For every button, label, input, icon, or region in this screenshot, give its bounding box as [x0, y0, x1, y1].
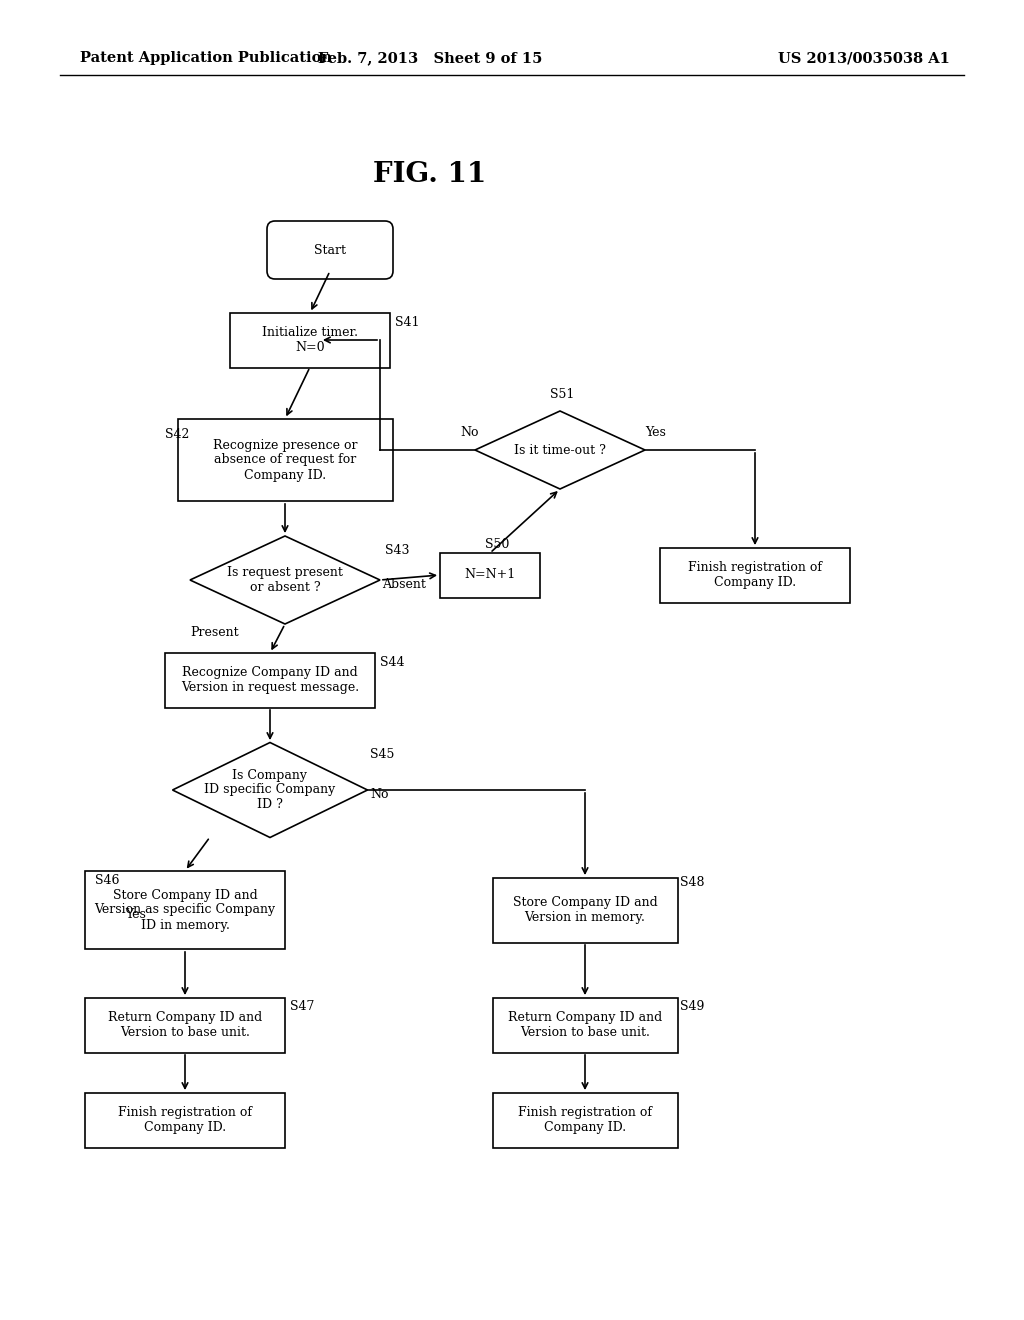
Text: S43: S43: [385, 544, 410, 557]
Text: US 2013/0035038 A1: US 2013/0035038 A1: [778, 51, 950, 65]
Text: Return Company ID and
Version to base unit.: Return Company ID and Version to base un…: [108, 1011, 262, 1039]
Text: Absent: Absent: [382, 578, 426, 591]
Text: Return Company ID and
Version to base unit.: Return Company ID and Version to base un…: [508, 1011, 663, 1039]
Text: S41: S41: [395, 315, 420, 329]
Text: Is Company
ID specific Company
ID ?: Is Company ID specific Company ID ?: [205, 768, 336, 812]
Text: S47: S47: [290, 1001, 314, 1014]
Text: Recognize Company ID and
Version in request message.: Recognize Company ID and Version in requ…: [181, 667, 359, 694]
Polygon shape: [190, 536, 380, 624]
Bar: [493, 1093, 678, 1147]
Text: S44: S44: [380, 656, 404, 668]
FancyBboxPatch shape: [267, 220, 393, 279]
Text: Recognize presence or
absence of request for
Company ID.: Recognize presence or absence of request…: [213, 438, 357, 482]
Text: S46: S46: [95, 874, 120, 887]
Text: S50: S50: [485, 539, 509, 552]
Polygon shape: [475, 411, 645, 488]
Text: Store Company ID and
Version as specific Company
ID in memory.: Store Company ID and Version as specific…: [94, 888, 275, 932]
Bar: [85, 998, 285, 1052]
Text: No: No: [370, 788, 388, 801]
Bar: [660, 548, 850, 602]
Bar: [230, 313, 390, 367]
Text: N=N+1: N=N+1: [464, 569, 516, 582]
Text: S49: S49: [680, 1001, 705, 1014]
Text: Start: Start: [314, 243, 346, 256]
Text: S51: S51: [550, 388, 574, 401]
Text: Present: Present: [190, 626, 239, 639]
Text: Feb. 7, 2013   Sheet 9 of 15: Feb. 7, 2013 Sheet 9 of 15: [317, 51, 542, 65]
Bar: [177, 418, 392, 502]
Text: Store Company ID and
Version in memory.: Store Company ID and Version in memory.: [513, 896, 657, 924]
Bar: [85, 871, 285, 949]
Text: Finish registration of
Company ID.: Finish registration of Company ID.: [518, 1106, 652, 1134]
Text: Finish registration of
Company ID.: Finish registration of Company ID.: [688, 561, 822, 589]
Text: Initialize timer.
N=0: Initialize timer. N=0: [262, 326, 358, 354]
Bar: [493, 878, 678, 942]
Bar: [440, 553, 540, 598]
Text: Finish registration of
Company ID.: Finish registration of Company ID.: [118, 1106, 252, 1134]
Text: Yes: Yes: [125, 908, 145, 921]
Bar: [493, 998, 678, 1052]
Bar: [85, 1093, 285, 1147]
Text: Is request present
or absent ?: Is request present or absent ?: [227, 566, 343, 594]
Text: S48: S48: [680, 875, 705, 888]
Text: S42: S42: [165, 429, 189, 441]
Text: No: No: [460, 425, 478, 438]
Text: FIG. 11: FIG. 11: [374, 161, 486, 189]
Bar: [165, 652, 375, 708]
Text: Patent Application Publication: Patent Application Publication: [80, 51, 332, 65]
Text: Yes: Yes: [645, 425, 666, 438]
Polygon shape: [172, 742, 368, 837]
Text: S45: S45: [370, 748, 394, 762]
Text: Is it time-out ?: Is it time-out ?: [514, 444, 606, 457]
